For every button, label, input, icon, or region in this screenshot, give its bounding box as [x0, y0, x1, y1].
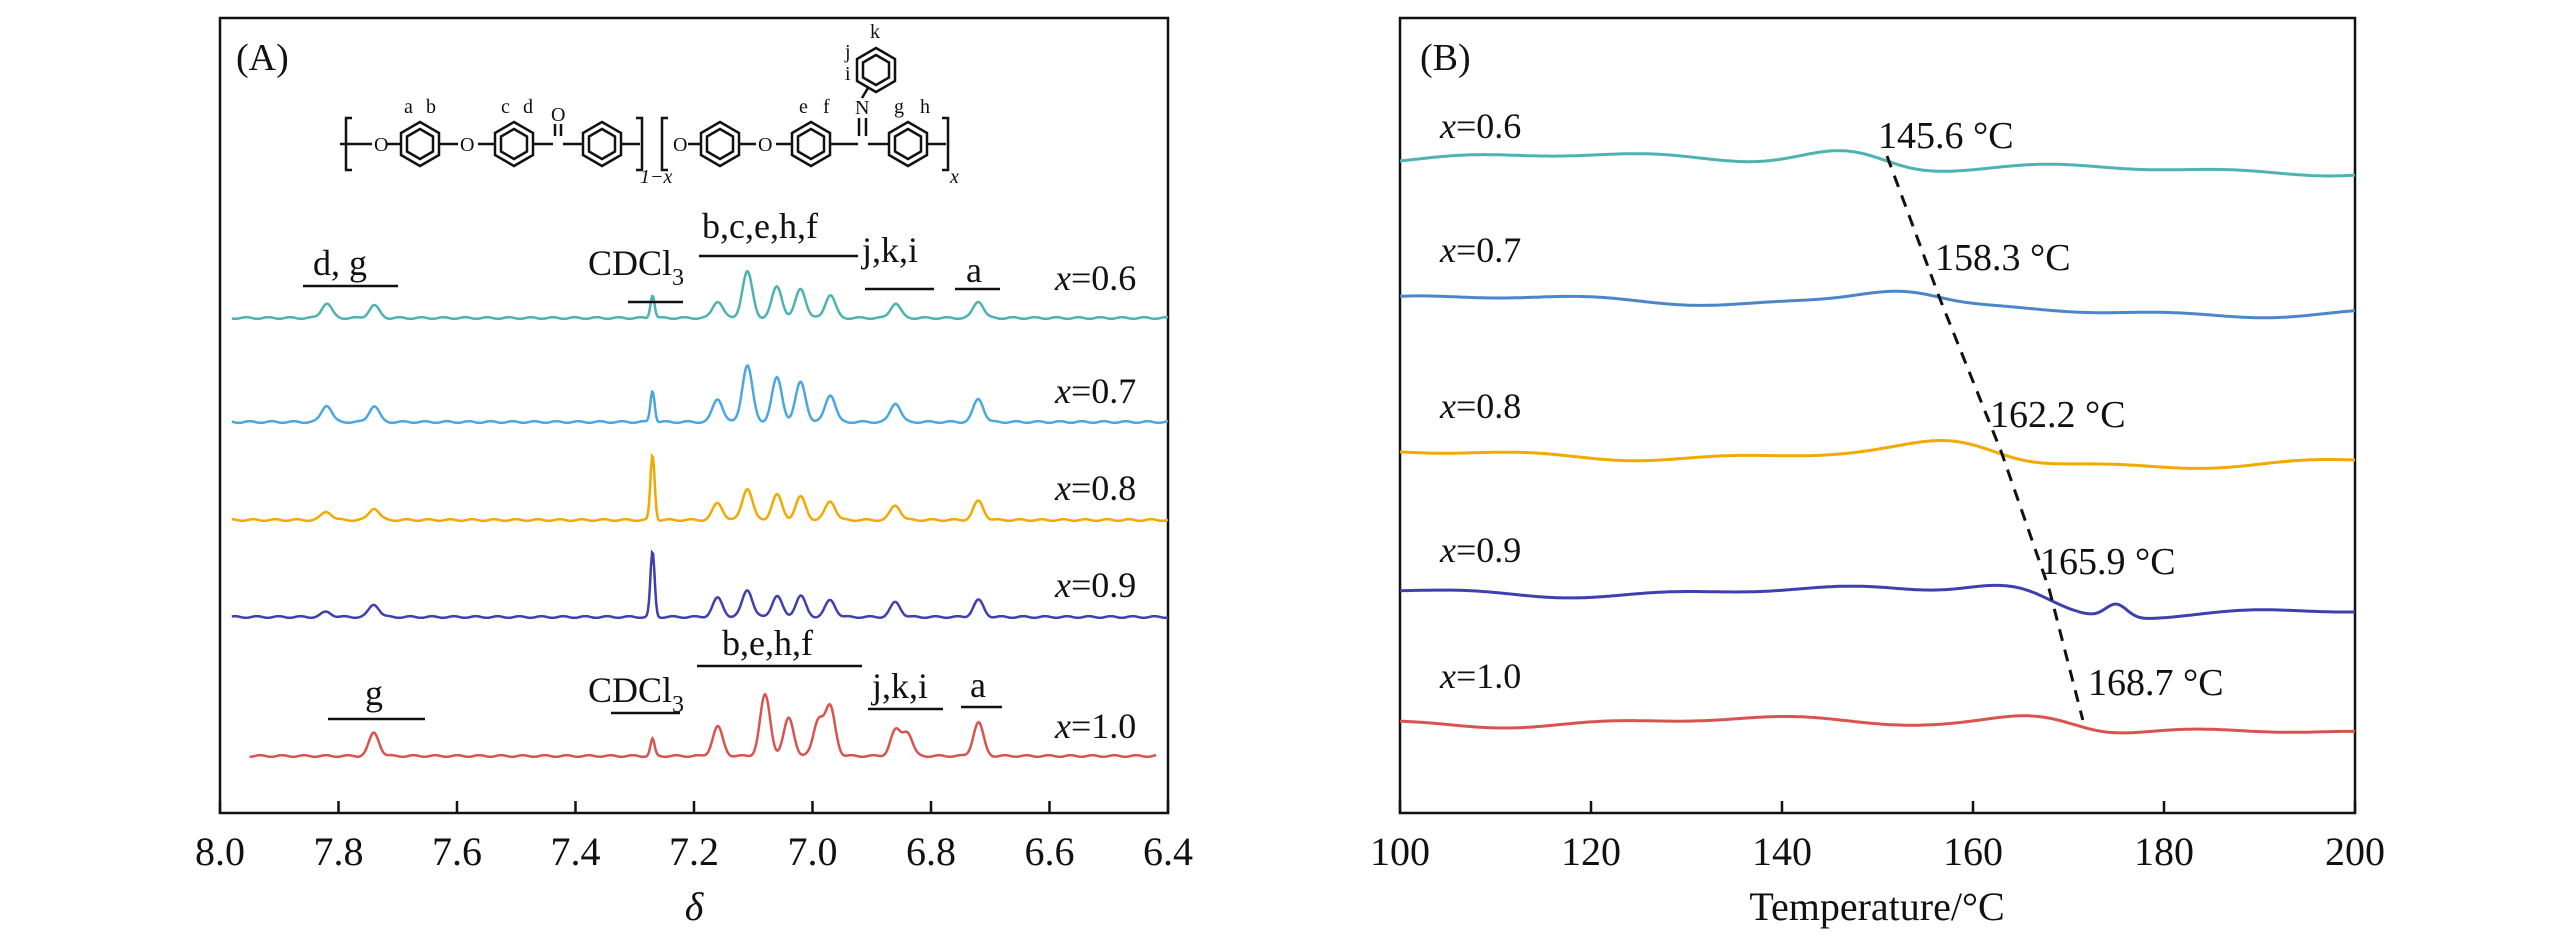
chemical-structure — [340, 46, 950, 172]
structure-label-b: b — [426, 96, 436, 118]
spectrum-line-x-1-0 — [249, 692, 1157, 759]
spectrum-label-x-0-8: x=0.8 — [1054, 468, 1136, 508]
x-tick-label: 8.0 — [195, 829, 245, 874]
panel-b-x-axis: 100 120 140 160 180 200 — [1370, 801, 2385, 874]
x-tick-label: 7.6 — [432, 829, 482, 874]
tg-trend-dashed-line — [1885, 155, 2085, 721]
structure-ring — [790, 120, 832, 168]
structure-subscript-x: x — [949, 166, 959, 188]
structure-bracket — [636, 116, 644, 172]
structure-ring — [887, 120, 929, 168]
dsc-label-x-0-8: x=0.8 — [1439, 386, 1521, 426]
spectrum-label-x-0-6: x=0.6 — [1054, 258, 1136, 298]
structure-subscript-1-x: 1−x — [640, 166, 672, 188]
structure-atom-o: O — [673, 134, 687, 156]
x-tick-label: 120 — [1561, 829, 1621, 874]
structure-label-d: d — [523, 96, 533, 118]
x-tick-label: 140 — [1752, 829, 1812, 874]
spectrum-label-x-0-7: x=0.7 — [1054, 371, 1136, 411]
tg-label-x-0-6: 145.6 °C — [1878, 115, 2014, 157]
structure-atom-o: O — [758, 134, 772, 156]
structure-labels: O O O O O N a b c d e f g h i j k 1−x x — [374, 21, 959, 188]
peak-label-a: a — [966, 250, 982, 290]
structure-ring — [699, 120, 741, 168]
structure-bracket — [660, 116, 668, 172]
x-tick-label: 180 — [2134, 829, 2194, 874]
spectrum-line-x-0-9 — [231, 549, 1169, 620]
x-tick-label: 160 — [1943, 829, 2003, 874]
structure-label-j: j — [844, 41, 851, 63]
panel-a-x-axis: 8.0 7.8 7.6 7.4 7.2 7.0 6.8 6.6 6.4 — [195, 801, 1193, 874]
dsc-curve-x-0-6 — [1399, 149, 2356, 178]
tg-label-x-1-0: 168.7 °C — [2088, 662, 2224, 704]
structure-label-h: h — [920, 96, 930, 118]
panel-b-label: (B) — [1420, 37, 1471, 79]
x-tick-label: 100 — [1370, 829, 1430, 874]
structure-label-f: f — [823, 96, 830, 118]
x-tick-label: 7.0 — [788, 829, 838, 874]
x-tick-label: 6.8 — [906, 829, 956, 874]
structure-label-k: k — [870, 21, 880, 43]
structure-atom-o: O — [460, 134, 474, 156]
x-tick-label: 7.2 — [669, 829, 719, 874]
peak-annotations-bottom — [328, 664, 1002, 721]
structure-bond — [860, 87, 870, 99]
dsc-label-x-1-0: x=1.0 — [1439, 656, 1521, 696]
panel-a-label: (A) — [236, 37, 289, 79]
structure-label-a: a — [404, 96, 413, 118]
tg-label-x-0-8: 162.2 °C — [1990, 394, 2126, 436]
structure-ring — [855, 46, 897, 94]
peak-label-cdcl3: CDCl3 — [588, 670, 684, 718]
peak-label-dg: d, g — [313, 243, 367, 283]
peak-label-behf: b,e,h,f — [722, 623, 813, 663]
structure-ring — [399, 120, 441, 168]
x-tick-label: 7.4 — [551, 829, 601, 874]
structure-ring — [581, 120, 623, 168]
peak-label-g: g — [365, 673, 383, 713]
structure-ring — [493, 120, 535, 168]
tg-label-x-0-7: 158.3 °C — [1935, 237, 2071, 279]
peak-label-cdcl3: CDCl3 — [588, 243, 684, 291]
spectrum-line-x-0-8 — [231, 452, 1169, 523]
spectrum-label-x-0-9: x=0.9 — [1054, 565, 1136, 605]
structure-bracket-right — [942, 116, 950, 172]
structure-label-g: g — [894, 96, 904, 118]
structure-label-i: i — [845, 63, 851, 85]
structure-atom-o: O — [551, 104, 565, 126]
panel-a-frame — [218, 16, 1170, 815]
panel-b-dsc: (B) x=0.6 x=0.7 x=0.8 x=0.9 x=1.0 145.6 … — [1370, 16, 2385, 929]
x-tick-label: 6.6 — [1025, 829, 1075, 874]
tg-label-x-0-9: 165.9 °C — [2040, 541, 2176, 583]
peak-annotations-top — [303, 254, 1000, 304]
x-tick-label: 6.4 — [1143, 829, 1193, 874]
peak-label-jki: j,k,i — [860, 230, 918, 270]
panel-a-spectra — [231, 269, 1169, 759]
panel-a-x-label: δ — [685, 884, 705, 929]
dsc-label-x-0-6: x=0.6 — [1439, 106, 1521, 146]
peak-label-jki: j,k,i — [870, 666, 928, 706]
panel-b-x-label: Temperature/°C — [1749, 884, 2004, 929]
structure-atom-n: N — [855, 97, 869, 119]
panel-a-nmr: (A) — [195, 16, 1193, 929]
structure-label-c: c — [501, 96, 510, 118]
spectrum-label-x-1-0: x=1.0 — [1054, 706, 1136, 746]
dsc-curve-x-1-0 — [1399, 714, 2355, 735]
spectrum-line-x-0-6 — [231, 269, 1169, 321]
dsc-curve-x-0-7 — [1400, 289, 2356, 320]
x-tick-label: 7.8 — [314, 829, 364, 874]
dsc-curve-x-0-8 — [1399, 439, 2355, 470]
spectrum-line-x-0-7 — [231, 364, 1169, 425]
dsc-label-x-0-9: x=0.9 — [1439, 530, 1521, 570]
dsc-label-x-0-7: x=0.7 — [1439, 230, 1521, 270]
panel-b-curves — [1399, 149, 2356, 735]
panel-b-frame — [1398, 16, 2357, 815]
structure-label-e: e — [799, 96, 808, 118]
peak-label-a: a — [970, 665, 986, 705]
structure-atom-o: O — [374, 134, 388, 156]
peak-label-bcehf: b,c,e,h,f — [702, 206, 818, 246]
dsc-curve-x-0-9 — [1400, 583, 2355, 620]
x-tick-label: 200 — [2325, 829, 2385, 874]
